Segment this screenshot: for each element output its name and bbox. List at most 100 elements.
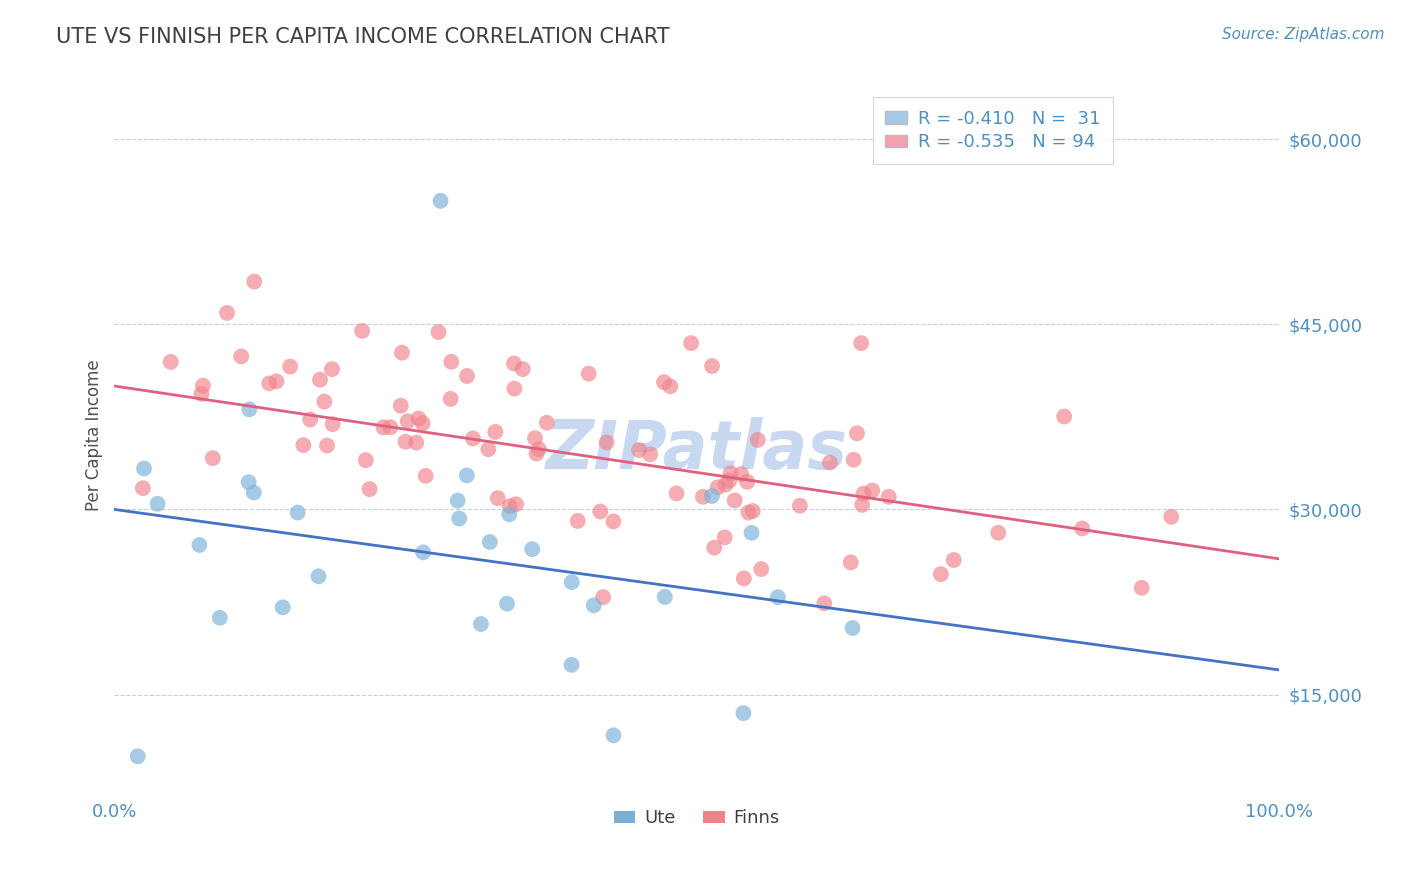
- Point: [389, 399, 412, 413]
- Point: [427, 325, 450, 339]
- Point: [652, 375, 675, 389]
- Point: [408, 411, 430, 425]
- Point: [638, 447, 661, 461]
- Point: [352, 324, 374, 338]
- Point: [595, 435, 617, 450]
- Point: [486, 491, 509, 505]
- Point: [845, 426, 868, 441]
- Point: [718, 474, 741, 488]
- Point: [659, 379, 682, 393]
- Point: [524, 431, 547, 445]
- Point: [942, 553, 965, 567]
- Point: [316, 439, 339, 453]
- Point: [446, 493, 468, 508]
- Point: [299, 412, 322, 426]
- Text: ZIPatlas: ZIPatlas: [546, 417, 848, 483]
- Point: [681, 336, 703, 351]
- Point: [159, 355, 181, 369]
- Text: UTE VS FINNISH PER CAPITA INCOME CORRELATION CHART: UTE VS FINNISH PER CAPITA INCOME CORRELA…: [56, 27, 669, 46]
- Point: [789, 499, 811, 513]
- Point: [391, 345, 413, 359]
- Point: [602, 515, 624, 529]
- Point: [231, 350, 253, 364]
- Point: [740, 525, 762, 540]
- Point: [733, 706, 755, 720]
- Point: [440, 355, 463, 369]
- Point: [692, 490, 714, 504]
- Point: [737, 506, 759, 520]
- Point: [628, 443, 651, 458]
- Point: [839, 555, 862, 569]
- Point: [561, 657, 583, 672]
- Point: [582, 599, 605, 613]
- Point: [243, 275, 266, 289]
- Point: [440, 392, 463, 406]
- Point: [456, 369, 478, 384]
- Point: [578, 367, 600, 381]
- Point: [394, 434, 416, 449]
- Point: [849, 336, 872, 351]
- Point: [278, 359, 301, 374]
- Point: [429, 194, 451, 208]
- Point: [477, 442, 499, 457]
- Point: [498, 508, 520, 522]
- Point: [733, 571, 755, 585]
- Point: [526, 446, 548, 460]
- Point: [321, 362, 343, 376]
- Point: [470, 617, 492, 632]
- Point: [412, 417, 434, 431]
- Point: [266, 374, 288, 388]
- Point: [127, 749, 149, 764]
- Point: [396, 414, 419, 428]
- Point: [238, 402, 260, 417]
- Point: [567, 514, 589, 528]
- Point: [713, 530, 735, 544]
- Point: [1130, 581, 1153, 595]
- Point: [380, 420, 402, 434]
- Point: [818, 456, 841, 470]
- Point: [592, 590, 614, 604]
- Point: [1160, 509, 1182, 524]
- Point: [314, 394, 336, 409]
- Point: [191, 378, 214, 392]
- Point: [730, 467, 752, 481]
- Point: [720, 466, 742, 480]
- Point: [309, 373, 332, 387]
- Point: [1071, 521, 1094, 535]
- Point: [929, 567, 952, 582]
- Point: [877, 490, 900, 504]
- Point: [589, 504, 612, 518]
- Point: [449, 511, 471, 525]
- Point: [456, 468, 478, 483]
- Point: [527, 442, 550, 457]
- Point: [208, 611, 231, 625]
- Point: [851, 498, 873, 512]
- Point: [373, 420, 395, 434]
- Point: [714, 477, 737, 491]
- Point: [201, 451, 224, 466]
- Point: [188, 538, 211, 552]
- Point: [505, 497, 527, 511]
- Point: [654, 590, 676, 604]
- Point: [146, 497, 169, 511]
- Point: [842, 452, 865, 467]
- Y-axis label: Per Capita Income: Per Capita Income: [86, 359, 103, 511]
- Point: [987, 525, 1010, 540]
- Point: [747, 433, 769, 447]
- Point: [461, 432, 484, 446]
- Point: [536, 416, 558, 430]
- Point: [259, 376, 281, 391]
- Point: [405, 435, 427, 450]
- Point: [478, 535, 501, 549]
- Point: [238, 475, 260, 490]
- Point: [700, 489, 723, 503]
- Point: [700, 359, 723, 373]
- Point: [242, 485, 264, 500]
- Point: [707, 480, 730, 494]
- Point: [841, 621, 863, 635]
- Point: [415, 468, 437, 483]
- Point: [496, 597, 519, 611]
- Point: [724, 493, 747, 508]
- Point: [749, 562, 772, 576]
- Point: [813, 596, 835, 610]
